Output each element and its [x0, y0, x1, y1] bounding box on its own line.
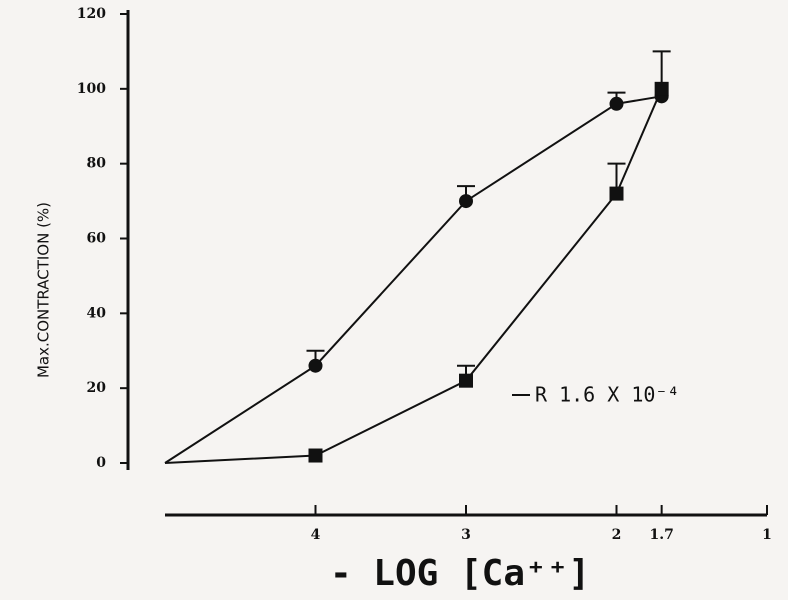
- y-tick-label: 40: [87, 305, 107, 321]
- point: [459, 194, 473, 208]
- x-tick-label: 1: [762, 527, 772, 543]
- y-tick-label: 60: [87, 231, 107, 247]
- point: [459, 374, 473, 388]
- x-tick-label: 1.7: [649, 527, 673, 543]
- y-tick-label: 120: [77, 6, 106, 22]
- y-tick-label: 80: [87, 156, 107, 172]
- y-tick-label: 0: [96, 455, 106, 471]
- y-tick-label: 100: [77, 81, 106, 97]
- point: [309, 359, 323, 373]
- x-tick-label: 3: [461, 527, 471, 543]
- x-tick-label: 2: [612, 527, 622, 543]
- y-axis-label: Max.CONTRACTION (%): [35, 202, 53, 378]
- point: [655, 82, 669, 96]
- background: [0, 0, 788, 600]
- point: [610, 187, 624, 201]
- annotation: R 1.6 X 10⁻⁴: [535, 383, 680, 407]
- point: [309, 449, 323, 463]
- x-axis-label: - LOG [Ca⁺⁺]: [330, 553, 590, 594]
- point: [610, 97, 624, 111]
- chart: Max.CONTRACTION (%) - LOG [Ca⁺⁺] R 1.6 X…: [0, 0, 788, 600]
- y-tick-label: 20: [87, 380, 107, 396]
- x-tick-label: 4: [311, 527, 321, 543]
